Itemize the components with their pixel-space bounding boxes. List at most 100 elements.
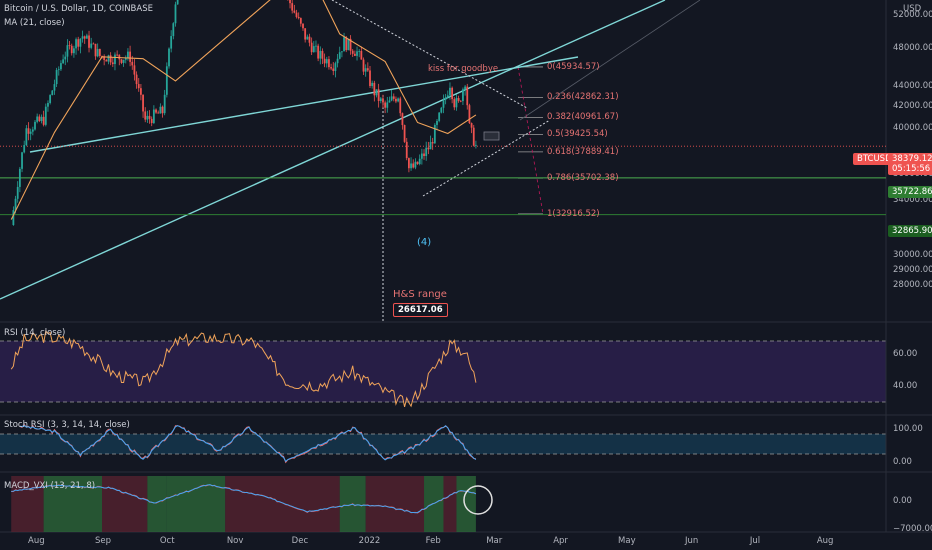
candle-body [29,131,32,134]
macd-regime-band [456,476,476,532]
candle-body [371,82,374,86]
time-tick-label: Oct [159,536,175,546]
candle-body [388,100,391,103]
candle-body [464,86,466,90]
candle-body [328,59,330,68]
candle-body [436,120,438,125]
candle-body [418,158,421,165]
rising-trendline [0,0,666,300]
candle-body [440,107,443,113]
candle-body [414,161,417,168]
candle-body [390,96,393,101]
rising-wedge-bottom [422,119,551,197]
candle-body [457,98,460,101]
candle-body [75,39,77,49]
fib-level-label: 1(32916.52) [547,208,600,219]
candle-body [168,48,170,67]
ma-title: MA (21, close) [4,18,65,28]
candle-body [444,97,447,100]
candle-body [321,50,324,59]
candle-body [155,109,157,113]
candle-body [105,60,108,62]
price-tick-label: 34000.00 [893,194,932,205]
rsi-tick-60: 60.00 [893,349,918,359]
price-tick-label: 29000.00 [893,264,932,275]
candle-body [425,147,428,157]
candle-body [137,84,140,89]
candle-body [289,0,291,4]
candle-body [146,115,149,120]
candle-body [379,98,382,101]
candle-body [310,42,313,53]
candle-body [57,69,60,71]
candle-body [68,45,71,46]
candle-body [170,36,173,49]
price-tick-label: 30000.00 [893,249,932,260]
rsi-line [10,329,477,408]
candle-body [377,89,380,101]
candle-body [116,54,119,56]
candle-body [412,163,415,168]
candle-body [405,141,408,159]
candle-body [40,116,43,122]
fib-level-label: 0(45934.57) [547,61,600,72]
candle-body [353,53,356,56]
candles [12,0,477,226]
candle-body [114,54,116,65]
candle-body [459,100,462,102]
candle-body [291,3,294,11]
candle-body [44,106,47,125]
time-tick-label: Nov [226,536,244,546]
candle-body [341,51,343,53]
candle-body [142,94,144,112]
macd-regime-band [443,476,457,532]
candle-body [332,68,335,72]
fan-line [519,0,701,121]
hs-target-tag: 26617.06 [393,303,448,317]
candle-body [299,18,302,24]
candle-body [382,98,384,103]
top-price-label: 52000.00 [893,10,932,20]
macd-title: MACD_VXI (13, 21, 8) [4,481,96,491]
currency-label: USD [903,4,922,14]
candle-body [36,116,39,122]
candle-body [336,58,339,64]
candle-body [453,99,456,108]
macd-tick-0: 0.00 [893,496,912,506]
candle-body [47,102,49,107]
candle-body [176,0,179,5]
time-tick-label: Dec [291,536,309,546]
stoch-tick-0: 0.00 [893,457,912,467]
time-tick-label: Jun [685,536,699,546]
candle-body [96,48,99,57]
stoch-d-line [19,424,477,463]
candle-body [375,89,378,96]
candle-body [133,65,136,75]
fibonacci-levels [517,66,544,215]
candle-body [77,39,80,47]
macd-regime-bands [11,476,476,532]
candle-body [64,56,67,60]
candle-body [293,10,296,13]
candle-body [366,68,369,71]
candle-body [79,38,82,47]
time-tick-label: Aug [28,536,45,546]
time-tick-label: Aug [816,536,834,546]
btc-symbol-tag: BTCUSD [853,153,896,165]
price-tick-label: 48000.00 [893,42,932,53]
candle-body [295,12,298,17]
candle-body [369,70,371,86]
candle-body [325,59,328,64]
candle-body [34,121,36,130]
candle-body [315,45,317,47]
rsi-tick-40: 40.00 [893,381,918,391]
candle-body [317,45,320,59]
candle-body [55,70,58,85]
fib-level-label: 0.618(37889.41) [547,146,619,157]
price-tick-label: 44000.00 [893,80,932,91]
candle-body [38,116,41,122]
candle-body [120,59,123,63]
time-tick-label: May [618,536,636,546]
